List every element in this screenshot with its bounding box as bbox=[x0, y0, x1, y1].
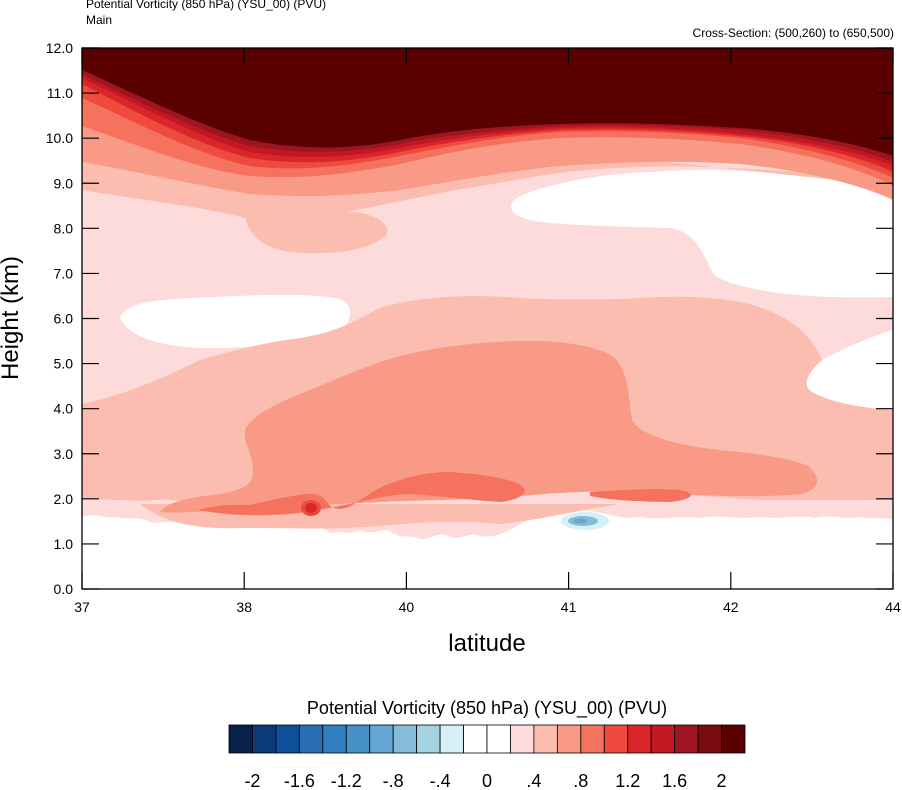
y-tick-label: 10.0 bbox=[46, 130, 73, 146]
colorbar-swatch bbox=[345, 724, 371, 754]
y-tick-label: 9.0 bbox=[54, 175, 74, 191]
colorbar-swatch bbox=[674, 724, 699, 754]
y-tick-label: 2.0 bbox=[54, 491, 74, 507]
cross-section-label: Cross-Section: (500,260) to (650,500) bbox=[692, 26, 894, 40]
contour-field bbox=[82, 48, 893, 589]
colorbar-swatch bbox=[416, 724, 441, 754]
x-tick-label: 38 bbox=[236, 599, 252, 615]
colorbar-swatch bbox=[252, 724, 277, 754]
colorbar-swatch bbox=[721, 724, 746, 754]
colorbar-label: 1.6 bbox=[662, 771, 687, 790]
y-tick-label: 4.0 bbox=[54, 401, 74, 417]
y-tick-label: 8.0 bbox=[54, 220, 74, 236]
x-axis: 37 38 40 41 42 44 bbox=[74, 48, 901, 615]
colorbar-swatch bbox=[298, 724, 324, 754]
colorbar-swatch bbox=[392, 724, 418, 754]
colorbar-swatch bbox=[697, 724, 722, 754]
colorbar-label: 0 bbox=[482, 771, 492, 790]
contour-neg-0.6 bbox=[573, 518, 587, 524]
y-tick-label: 11.0 bbox=[47, 85, 73, 101]
colorbar-swatch bbox=[580, 724, 605, 754]
colorbar-swatch bbox=[275, 724, 300, 754]
colorbar-swatch bbox=[228, 724, 253, 754]
x-axis-label: latitude bbox=[448, 630, 525, 657]
y-tick-label: 6.0 bbox=[54, 311, 74, 327]
colorbar-title: Potential Vorticity (850 hPa) (YSU_00) (… bbox=[307, 698, 667, 719]
x-tick-label: 44 bbox=[885, 599, 901, 615]
colorbar-swatch bbox=[603, 724, 629, 754]
colorbar-swatch bbox=[556, 724, 582, 754]
y-tick-label: 1.0 bbox=[54, 536, 74, 552]
colorbar-swatch bbox=[533, 724, 558, 754]
colorbar-swatch bbox=[650, 724, 676, 754]
x-tick-label: 41 bbox=[561, 599, 577, 615]
y-tick-label: 7.0 bbox=[54, 265, 74, 281]
y-axis: 0.0 1.0 2.0 3.0 4.0 5.0 6.0 7.0 8.0 9.0 10.0 11.0 12… bbox=[46, 40, 893, 597]
x-tick-label: 42 bbox=[723, 599, 739, 615]
colorbar-swatch bbox=[439, 724, 464, 754]
y-tick-label: 12.0 bbox=[46, 40, 73, 56]
colorbar-label: .8 bbox=[573, 771, 588, 790]
colorbar-label: -.4 bbox=[430, 771, 451, 790]
colorbar-label: -.8 bbox=[383, 771, 404, 790]
colorbar-swatch bbox=[369, 724, 394, 754]
colorbar-label: .4 bbox=[526, 771, 541, 790]
y-axis-label: Height (km) bbox=[0, 256, 24, 380]
colorbar-label: 1.2 bbox=[615, 771, 640, 790]
x-tick-label: 37 bbox=[74, 599, 90, 615]
x-tick-label: 40 bbox=[399, 599, 415, 615]
white-region-right-mid bbox=[806, 330, 893, 410]
y-tick-label: 3.0 bbox=[54, 446, 74, 462]
colorbar-labels: -2 -1.6 -1.2 -.8 -.4 0 .4 .8 1.2 1.6 2 bbox=[244, 771, 726, 790]
contour-0.4-low bbox=[82, 430, 620, 529]
colorbar-label: -1.6 bbox=[284, 771, 315, 790]
contour-0.8 bbox=[198, 472, 691, 516]
colorbar bbox=[228, 724, 746, 754]
colorbar-label: -1.2 bbox=[331, 771, 362, 790]
contour-1.2-spot bbox=[305, 503, 317, 513]
colorbar-swatch bbox=[463, 724, 488, 754]
colorbar-label: 2 bbox=[717, 771, 727, 790]
colorbar-swatch bbox=[627, 724, 652, 754]
colorbar-swatch bbox=[486, 724, 511, 754]
y-tick-label: 0.0 bbox=[54, 581, 74, 597]
white-region-upper-right bbox=[511, 169, 893, 298]
chart-subtitle: Main bbox=[86, 13, 113, 27]
chart-title: Potential Vorticity (850 hPa) (YSU_00) (… bbox=[86, 0, 327, 11]
colorbar-label: -2 bbox=[244, 771, 260, 790]
white-region-upper-left bbox=[120, 294, 351, 348]
colorbar-swatch bbox=[322, 724, 347, 754]
contour-2.0-upper bbox=[82, 48, 893, 156]
y-tick-label: 5.0 bbox=[54, 356, 74, 372]
contour-0.6 bbox=[160, 340, 818, 513]
colorbar-swatch bbox=[510, 724, 535, 754]
